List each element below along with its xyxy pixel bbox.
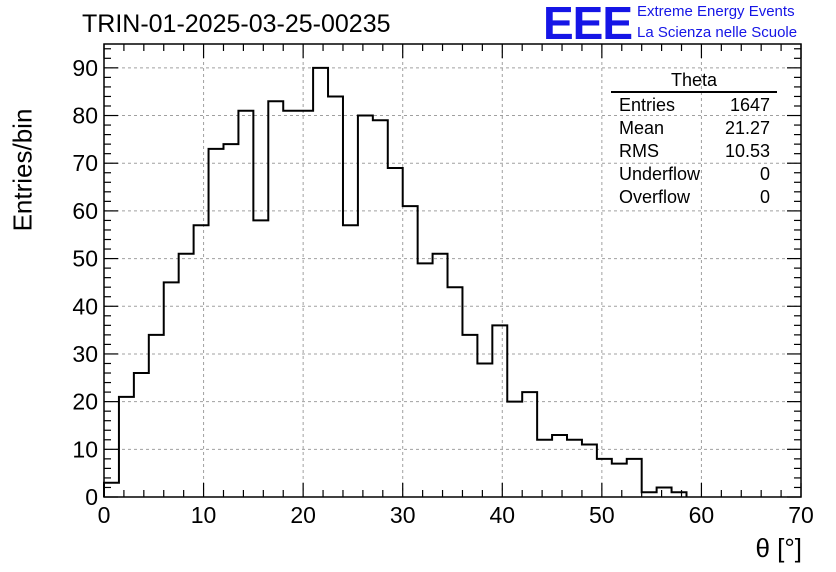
y-tick-label: 80 xyxy=(72,103,98,129)
x-axis-ticks: 0 10 20 30 40 50 60 70 xyxy=(98,44,814,528)
y-axis-label: Entries/bin xyxy=(7,108,38,232)
x-axis-label: θ [°] xyxy=(755,533,802,563)
histogram-bin xyxy=(657,487,672,497)
stats-label: RMS xyxy=(619,141,659,161)
axes-frame xyxy=(103,43,802,498)
histogram-bin xyxy=(477,363,492,497)
histogram-bin xyxy=(223,144,238,497)
histogram-bins xyxy=(103,66,688,497)
histogram-bin xyxy=(164,282,179,497)
histogram-bin xyxy=(537,440,552,497)
grid-lines xyxy=(104,44,801,497)
logo-line-2: La Scienza nelle Scuole xyxy=(637,24,798,41)
stats-row-mean: Mean 21.27 xyxy=(611,117,777,140)
histogram-bin xyxy=(194,225,209,497)
stats-row-rms: RMS 10.53 xyxy=(611,140,777,163)
histogram-bin xyxy=(179,254,194,497)
histogram-bin xyxy=(567,440,582,497)
stats-box: Theta Entries 1647 Mean 21.27 RMS 10.53 … xyxy=(611,70,777,209)
y-tick-label: 70 xyxy=(72,150,98,176)
y-axis-label-box: Entries/bin xyxy=(6,108,40,232)
logo-line-1: Extreme Energy Events xyxy=(637,3,795,20)
histogram-bin xyxy=(328,96,343,497)
y-tick-label: 10 xyxy=(72,436,98,462)
histogram-bin xyxy=(238,111,253,497)
histogram-bin xyxy=(388,168,403,497)
histogram-bin xyxy=(433,254,448,497)
histogram-bin xyxy=(522,392,537,497)
y-tick-label: 50 xyxy=(72,246,98,272)
x-tick-label: 70 xyxy=(788,502,814,528)
stats-row-underflow: Underflow 0 xyxy=(611,163,777,186)
x-tick-label: 20 xyxy=(290,502,316,528)
histogram-bin xyxy=(268,101,283,497)
x-tick-label: 50 xyxy=(589,502,615,528)
histogram-bin xyxy=(373,120,388,497)
histogram-bin xyxy=(582,445,597,497)
y-tick-label: 0 xyxy=(85,484,98,510)
y-tick-label: 20 xyxy=(72,389,98,415)
y-tick-label: 30 xyxy=(72,341,98,367)
histogram-bin xyxy=(343,225,358,497)
stats-label: Overflow xyxy=(619,187,691,207)
stats-label: Mean xyxy=(619,118,665,138)
stats-value: 1647 xyxy=(729,95,770,115)
histogram-bin xyxy=(403,206,418,497)
plot-frame xyxy=(103,43,802,498)
chart-title: TRIN-01-2025-03-25-00235 xyxy=(82,10,391,38)
y-tick-label: 40 xyxy=(72,293,98,319)
y-tick-label: 90 xyxy=(72,55,98,81)
stats-row-entries: Entries 1647 xyxy=(611,94,777,117)
stats-value: 0 xyxy=(759,164,770,184)
histogram-bin xyxy=(134,373,149,497)
x-tick-label: 40 xyxy=(489,502,515,528)
eee-logo-mark: EEE xyxy=(543,0,633,49)
y-tick-label: 60 xyxy=(72,198,98,224)
histogram-bin xyxy=(597,459,612,497)
histogram-bin xyxy=(119,397,134,497)
histogram-bin xyxy=(448,287,463,497)
histogram-bin xyxy=(358,116,373,497)
histogram-bin xyxy=(627,459,642,497)
stats-value: 21.27 xyxy=(724,118,770,138)
x-tick-label: 60 xyxy=(689,502,715,528)
histogram-bin xyxy=(283,111,298,497)
histogram-bin xyxy=(149,335,164,497)
histogram-bin xyxy=(507,402,522,497)
stats-row-overflow: Overflow 0 xyxy=(611,186,777,209)
histogram-bin xyxy=(253,220,268,497)
stats-label: Underflow xyxy=(619,164,701,184)
stats-value: 10.53 xyxy=(724,141,770,161)
histogram-bin xyxy=(418,263,433,497)
x-tick-label: 10 xyxy=(191,502,217,528)
x-tick-label: 0 xyxy=(98,502,111,528)
histogram-bin xyxy=(313,68,328,497)
histogram-outline xyxy=(103,66,688,497)
stats-title: Theta xyxy=(611,70,777,93)
histogram-bin xyxy=(209,149,224,497)
x-tick-label: 30 xyxy=(390,502,416,528)
histogram-bin xyxy=(492,325,507,497)
histogram-bin xyxy=(298,111,313,497)
histogram-bin xyxy=(462,335,477,497)
stats-value: 0 xyxy=(759,187,770,207)
histogram-bin xyxy=(552,435,567,497)
histogram-bin xyxy=(612,464,627,497)
histogram-bin xyxy=(104,483,119,497)
stats-label: Entries xyxy=(619,95,676,115)
y-axis-ticks: 0 10 20 30 40 50 60 70 80 90 xyxy=(72,48,801,510)
